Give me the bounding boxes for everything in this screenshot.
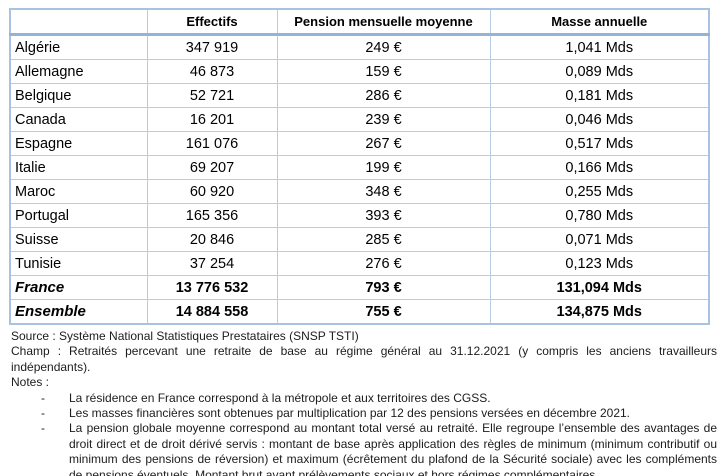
effectifs-cell: 37 254 xyxy=(146,251,278,276)
pension-cell: 393 € xyxy=(276,203,491,228)
note-text: Les masses financières sont obtenues par… xyxy=(69,406,630,421)
masse-cell: 0,166 Mds xyxy=(489,155,710,180)
table-row: Tunisie 37 254 276 € 0,123 Mds xyxy=(9,251,710,276)
table-row-france-total: France 13 776 532 793 € 131,094 Mds xyxy=(9,275,710,300)
effectifs-cell: 347 919 xyxy=(146,34,278,60)
dash-marker: - xyxy=(41,390,45,405)
dash-marker: - xyxy=(41,406,45,421)
pension-cell: 348 € xyxy=(276,179,491,204)
masse-cell: 131,094 Mds xyxy=(489,275,710,300)
effectifs-cell: 165 356 xyxy=(146,203,278,228)
country-cell: Italie xyxy=(9,155,148,180)
country-cell: France xyxy=(9,275,148,300)
country-cell: Maroc xyxy=(9,179,148,204)
effectifs-cell: 13 776 532 xyxy=(146,275,278,300)
country-cell: Allemagne xyxy=(9,59,148,84)
pension-cell: 239 € xyxy=(276,107,491,132)
table-row: Espagne 161 076 267 € 0,517 Mds xyxy=(9,131,710,156)
table-row-ensemble-total: Ensemble 14 884 558 755 € 134,875 Mds xyxy=(9,299,710,325)
pension-cell: 267 € xyxy=(276,131,491,156)
col-header-masse: Masse annuelle xyxy=(489,8,710,36)
masse-cell: 1,041 Mds xyxy=(489,34,710,60)
note-item: - La résidence en France correspond à la… xyxy=(9,391,717,406)
table-row: Portugal 165 356 393 € 0,780 Mds xyxy=(9,203,710,228)
country-cell: Suisse xyxy=(9,227,148,252)
note-text: La résidence en France correspond à la m… xyxy=(69,390,491,405)
effectifs-cell: 69 207 xyxy=(146,155,278,180)
country-cell: Canada xyxy=(9,107,148,132)
pension-cell: 276 € xyxy=(276,251,491,276)
country-cell: Algérie xyxy=(9,34,148,60)
masse-cell: 0,255 Mds xyxy=(489,179,710,204)
table-row: Italie 69 207 199 € 0,166 Mds xyxy=(9,155,710,180)
country-cell: Belgique xyxy=(9,83,148,108)
pension-cell: 755 € xyxy=(276,299,491,325)
masse-cell: 0,071 Mds xyxy=(489,227,710,252)
masse-cell: 0,089 Mds xyxy=(489,59,710,84)
effectifs-cell: 14 884 558 xyxy=(146,299,278,325)
col-header-effectifs: Effectifs xyxy=(146,8,278,36)
footnotes-block: Source : Système National Statistiques P… xyxy=(9,329,717,476)
pension-cell: 199 € xyxy=(276,155,491,180)
note-item: - Les masses financières sont obtenues p… xyxy=(9,406,717,421)
notes-label: Notes : xyxy=(11,375,50,390)
country-cell: Ensemble xyxy=(9,299,148,325)
country-cell: Espagne xyxy=(9,131,148,156)
masse-cell: 0,181 Mds xyxy=(489,83,710,108)
masse-cell: 0,517 Mds xyxy=(489,131,710,156)
note-item: - La pension globale moyenne correspond … xyxy=(9,421,717,476)
pension-cell: 286 € xyxy=(276,83,491,108)
table-header-row: Effectifs Pension mensuelle moyenne Mass… xyxy=(9,8,710,36)
col-header-pension: Pension mensuelle moyenne xyxy=(276,8,491,36)
table-row: Suisse 20 846 285 € 0,071 Mds xyxy=(9,227,710,252)
note-text: La pension globale moyenne correspond au… xyxy=(69,421,717,476)
masse-cell: 0,780 Mds xyxy=(489,203,710,228)
masse-cell: 134,875 Mds xyxy=(489,299,710,325)
table-row: Allemagne 46 873 159 € 0,089 Mds xyxy=(9,59,710,84)
source-line: Source : Système National Statistiques P… xyxy=(11,329,359,343)
masse-cell: 0,123 Mds xyxy=(489,251,710,276)
table-row: Maroc 60 920 348 € 0,255 Mds xyxy=(9,179,710,204)
country-cell: Portugal xyxy=(9,203,148,228)
effectifs-cell: 60 920 xyxy=(146,179,278,204)
pension-cell: 249 € xyxy=(276,34,491,60)
masse-cell: 0,046 Mds xyxy=(489,107,710,132)
pension-cell: 159 € xyxy=(276,59,491,84)
dash-marker: - xyxy=(41,421,45,436)
effectifs-cell: 16 201 xyxy=(146,107,278,132)
country-cell: Tunisie xyxy=(9,251,148,276)
col-header-country xyxy=(9,8,148,36)
table-row: Algérie 347 919 249 € 1,041 Mds xyxy=(9,34,710,60)
effectifs-cell: 46 873 xyxy=(146,59,278,84)
pension-cell: 285 € xyxy=(276,227,491,252)
pension-cell: 793 € xyxy=(276,275,491,300)
pension-table: Effectifs Pension mensuelle moyenne Mass… xyxy=(9,8,710,325)
effectifs-cell: 52 721 xyxy=(146,83,278,108)
effectifs-cell: 20 846 xyxy=(146,227,278,252)
table-row: Belgique 52 721 286 € 0,181 Mds xyxy=(9,83,710,108)
effectifs-cell: 161 076 xyxy=(146,131,278,156)
champ-line: Champ : Retraités percevant une retraite… xyxy=(11,344,717,374)
table-row: Canada 16 201 239 € 0,046 Mds xyxy=(9,107,710,132)
